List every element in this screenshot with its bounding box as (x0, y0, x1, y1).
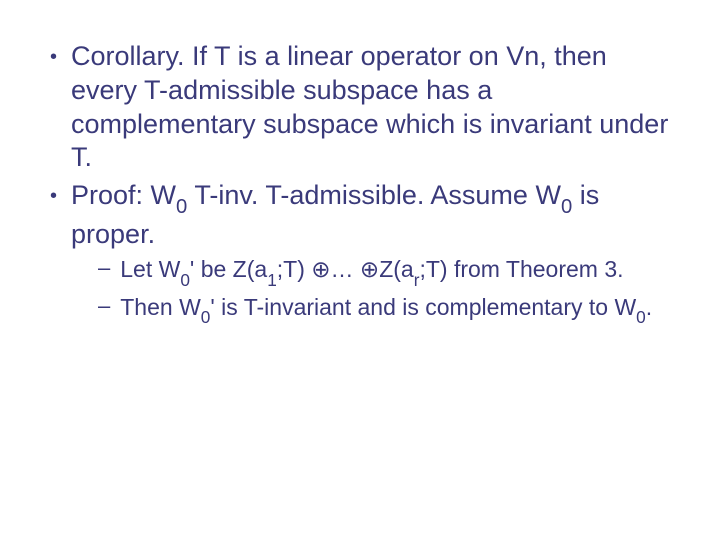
slide-content: • Corollary. If T is a linear operator on… (50, 40, 670, 326)
bullet-dash-icon: – (98, 293, 110, 319)
bullet-dot-icon: • (50, 46, 57, 69)
bullet-dash-icon: – (98, 255, 110, 281)
bullet-text: Proof: W0 T-inv. T-admissible. Assume W0… (71, 179, 670, 251)
bullet-level-2: –Let W0' be Z(a1;T) ⊕… ⊕Z(ar;T) from The… (98, 255, 670, 288)
slide: • Corollary. If T is a linear operator on… (0, 0, 720, 540)
bullet-text: Corollary. If T is a linear operator on … (71, 40, 670, 175)
bullet-level-2: –Then W0' is T-invariant and is compleme… (98, 293, 670, 326)
bullet-dot-icon: • (50, 185, 57, 208)
bullet-text: Let W0' be Z(a1;T) ⊕… ⊕Z(ar;T) from Theo… (120, 255, 623, 288)
bullet-level-1: • Corollary. If T is a linear operator on… (50, 40, 670, 175)
bullet-text: Then W0' is T-invariant and is complemen… (120, 293, 652, 326)
bullet-level-1: • Proof: W0 T-inv. T-admissible. Assume W… (50, 179, 670, 251)
